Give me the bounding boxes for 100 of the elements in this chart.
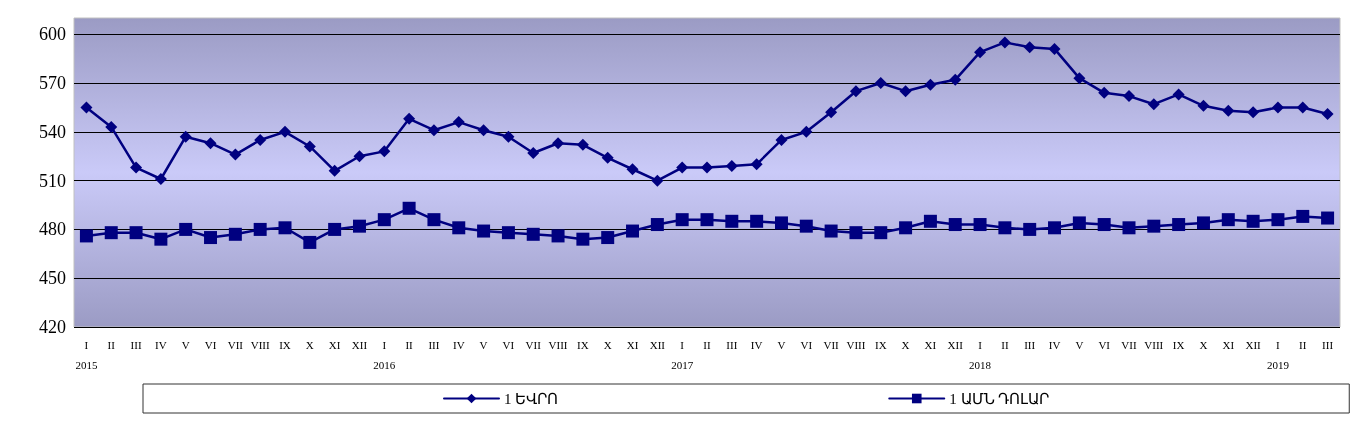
point: [800, 125, 813, 138]
point: [774, 216, 788, 230]
x-tick-label: X: [603, 339, 612, 351]
point: [229, 148, 242, 161]
point: [676, 161, 689, 174]
point: [427, 124, 440, 137]
point: [675, 213, 689, 227]
x-tick-label: V: [181, 339, 190, 351]
x-tick-label: VII: [1121, 339, 1137, 351]
point: [651, 174, 664, 187]
x-tick-label: XI: [1222, 339, 1235, 351]
x-tick-label: IX: [279, 339, 291, 351]
point: [874, 77, 887, 90]
x-tick-label: II: [1299, 339, 1307, 351]
point: [104, 226, 118, 240]
point: [1247, 106, 1260, 119]
x-tick-label: VIII: [548, 339, 568, 351]
x-tick-label: IV: [452, 339, 465, 351]
point: [154, 173, 167, 186]
point: [899, 85, 912, 98]
point: [1271, 101, 1284, 114]
point: [874, 226, 888, 240]
point: [949, 73, 962, 86]
point: [1197, 99, 1210, 112]
point: [378, 145, 391, 158]
point: [948, 218, 962, 232]
x-tick-label: I 2016: [373, 339, 396, 371]
point: [973, 218, 987, 232]
point: [328, 164, 341, 177]
point: [402, 201, 416, 215]
point: [1048, 42, 1061, 55]
x-tick-label: XII: [351, 339, 368, 351]
point: [849, 85, 862, 98]
point: [1023, 222, 1037, 236]
point: [1048, 221, 1062, 235]
x-tick-label: VII: [227, 339, 244, 351]
x-tick-label: I 2018: [969, 339, 992, 371]
point: [1073, 72, 1086, 85]
y-tick-label: 450: [39, 268, 66, 289]
point: [228, 227, 242, 241]
x-tick-label: XI: [328, 339, 341, 351]
x-tick-label: III: [428, 339, 440, 351]
point: [825, 106, 838, 119]
x-tick-label: VIII: [250, 339, 270, 351]
x-tick-label: III: [1322, 339, 1334, 351]
x-tick-label: IV: [155, 339, 167, 351]
point: [601, 231, 615, 245]
point: [725, 214, 739, 228]
point: [551, 229, 565, 243]
point: [377, 213, 391, 227]
x-tick-label: V: [777, 339, 786, 351]
x-tick-label: X: [901, 339, 910, 351]
y-tick-label: 510: [39, 170, 66, 191]
x-tick-label: XI: [924, 339, 937, 351]
x-tick-label: X: [1199, 339, 1208, 351]
x-tick-label: X: [305, 339, 314, 351]
point: [403, 112, 416, 125]
y-tick-label: 420: [39, 317, 66, 337]
point: [204, 231, 218, 245]
point: [1147, 98, 1160, 111]
point: [1222, 104, 1235, 117]
x-tick-label: VII: [823, 339, 840, 351]
y-tick-label: 540: [39, 121, 66, 142]
point: [576, 138, 589, 151]
x-tick-label: V: [479, 339, 488, 351]
point: [899, 221, 913, 235]
x-tick-label: VIII: [1144, 339, 1164, 351]
x-tick-label: II: [1001, 339, 1009, 351]
y-tick-label: 600: [39, 24, 66, 45]
point: [452, 221, 466, 235]
x-tick-label: VI: [502, 339, 515, 351]
point: [1221, 213, 1235, 227]
x-tick-label: II: [107, 339, 116, 351]
point: [452, 116, 465, 129]
x-tick-label: I 2019: [1266, 339, 1290, 371]
x-tick-label: I 2017: [671, 339, 694, 371]
point: [80, 101, 93, 114]
point: [1172, 88, 1185, 101]
point: [998, 221, 1012, 235]
x-tick-label: I 2015: [75, 339, 98, 371]
x-tick-label: III: [726, 339, 738, 351]
x-tick-label: XI: [626, 339, 639, 351]
x-tick-label: IX: [577, 339, 589, 351]
x-tick-label: IV: [1048, 339, 1061, 351]
point: [799, 219, 813, 233]
x-tick-label: IV: [750, 339, 763, 351]
point: [353, 150, 366, 163]
point: [974, 46, 987, 59]
point: [1147, 219, 1161, 233]
point: [278, 221, 292, 235]
x-tick-label: XII: [649, 339, 666, 351]
x-tick-label: V: [1075, 339, 1084, 351]
point: [303, 140, 316, 153]
x-tick-label: VIII: [846, 339, 866, 351]
x-tick-label: XII: [1245, 339, 1262, 351]
point: [477, 224, 491, 238]
x-tick-label: IX: [874, 339, 887, 351]
x-tick-label: II: [405, 339, 414, 351]
point: [998, 36, 1011, 49]
point: [204, 137, 217, 150]
